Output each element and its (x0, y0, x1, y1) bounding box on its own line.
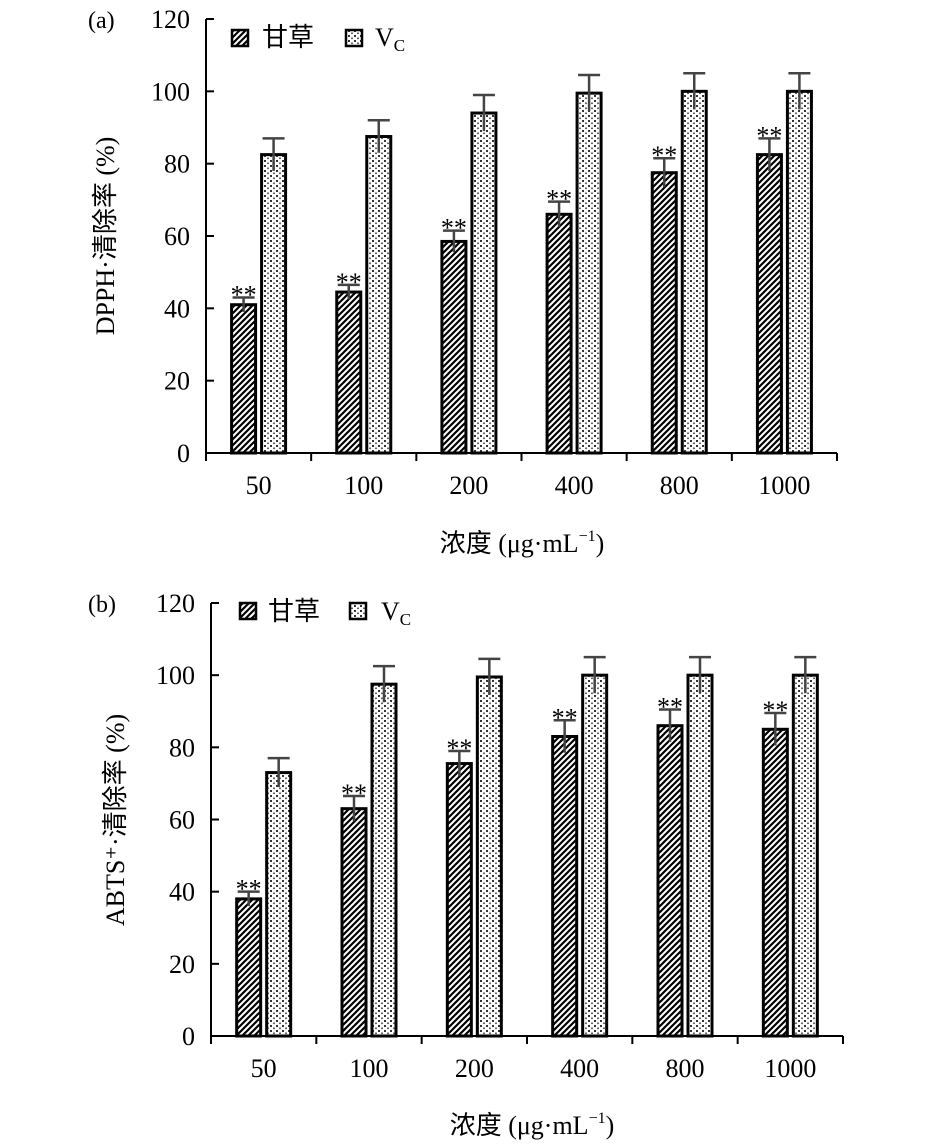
x-tick-label-200: 200 (449, 471, 488, 500)
significance-mark-1000: ** (756, 121, 782, 150)
x-tick-label-200: 200 (455, 1054, 494, 1083)
significance-mark-50: ** (236, 875, 262, 904)
x-axis-title-superscript: −1 (579, 528, 596, 545)
x-tick-label-100: 100 (344, 471, 383, 500)
x-axis-title: 浓度 (μg·mL−1) (440, 528, 605, 558)
bar-50-series-1 (265, 771, 293, 1038)
y-tick-label-80: 80 (169, 733, 195, 762)
legend-swatch-vc (348, 601, 368, 621)
legend-label-vc-subscript: C (394, 36, 405, 55)
significance-mark-100: ** (336, 268, 362, 297)
bar-400-series-1 (581, 673, 609, 1038)
bar-100-series-0 (335, 290, 363, 455)
bar-1000-series-0 (761, 727, 789, 1038)
bar-200-series-1 (475, 675, 503, 1038)
x-tick-label-50: 50 (246, 471, 272, 500)
bar-50-series-1 (260, 153, 288, 455)
significance-mark-200: ** (441, 214, 467, 243)
bar-800-series-1 (686, 673, 714, 1038)
significance-mark-800: ** (651, 141, 677, 170)
bar-200-series-0 (440, 239, 468, 455)
y-tick-label-100: 100 (151, 77, 190, 106)
significance-mark-800: ** (657, 692, 683, 721)
bar-1000-series-0 (755, 153, 783, 455)
bar-50-series-0 (230, 303, 258, 455)
bar-100-series-0 (340, 807, 368, 1038)
y-tick-label-100: 100 (156, 661, 195, 690)
y-tick-label-0: 0 (177, 439, 190, 468)
legend-label-vc: VC (375, 23, 405, 55)
x-tick-label-400: 400 (560, 1054, 599, 1083)
x-tick-label-800: 800 (660, 471, 699, 500)
panel-label: (a) (88, 8, 115, 34)
legend-swatch-vc (344, 28, 364, 48)
y-tick-label-20: 20 (169, 950, 195, 979)
panel-label: (b) (88, 592, 116, 618)
x-tick-label-100: 100 (350, 1054, 389, 1083)
legend-swatch-licorice (230, 28, 250, 48)
legend-label-licorice: 甘草 (268, 597, 320, 626)
y-tick-label-40: 40 (164, 294, 190, 323)
x-tick-label-400: 400 (555, 471, 594, 500)
y-tick-label-60: 60 (169, 806, 195, 835)
x-tick-label-800: 800 (666, 1054, 705, 1083)
y-tick-label-120: 120 (156, 589, 195, 618)
y-tick-label-0: 0 (182, 1022, 195, 1051)
legend-label-vc: VC (381, 597, 411, 629)
bar-400-series-0 (551, 735, 579, 1038)
significance-mark-400: ** (552, 703, 578, 732)
bar-200-series-0 (445, 762, 473, 1038)
bar-800-series-0 (650, 171, 678, 455)
significance-mark-400: ** (546, 185, 572, 214)
legend: 甘草 VC (238, 597, 411, 629)
significance-mark-100: ** (341, 779, 367, 808)
legend: 甘草 VC (230, 23, 405, 55)
bar-800-series-0 (656, 724, 684, 1038)
bar-200-series-1 (470, 111, 498, 455)
significance-mark-1000: ** (762, 696, 788, 725)
x-axis-title-superscript: −1 (589, 1110, 606, 1127)
y-tick-label-40: 40 (169, 878, 195, 907)
y-tick-label-20: 20 (164, 367, 190, 396)
y-tick-label-60: 60 (164, 222, 190, 251)
y-tick-label-120: 120 (151, 5, 190, 34)
bar-100-series-1 (365, 135, 393, 455)
bar-800-series-1 (680, 89, 708, 455)
chart-panel-a: (a) DPPH·清除率 (%) 甘草 VC 浓度 (μg·mL−1) ** **… (88, 5, 838, 558)
chart-panel-b: (b) ABTS⁺·清除率 (%) 甘草 VC 浓度 (μg·mL−1) ** *… (88, 589, 844, 1140)
legend-swatch-licorice (238, 601, 258, 621)
bar-50-series-0 (235, 897, 263, 1038)
y-tick-label-80: 80 (164, 150, 190, 179)
x-tick-label-50: 50 (251, 1054, 277, 1083)
legend-label-licorice: 甘草 (262, 23, 314, 52)
significance-mark-50: ** (231, 280, 257, 309)
bar-400-series-1 (575, 91, 603, 455)
y-axis-title: DPPH·清除率 (%) (91, 137, 120, 336)
bar-400-series-0 (545, 212, 573, 455)
legend-label-vc-subscript: C (400, 610, 411, 629)
bar-1000-series-1 (791, 673, 819, 1038)
significance-mark-200: ** (446, 734, 472, 763)
y-axis-title: ABTS⁺·清除率 (%) (101, 714, 130, 926)
x-tick-label-1000: 1000 (764, 1054, 816, 1083)
bar-100-series-1 (370, 682, 398, 1038)
bar-1000-series-1 (785, 89, 813, 455)
x-axis-title: 浓度 (μg·mL−1) (450, 1110, 615, 1140)
x-tick-label-1000: 1000 (758, 471, 810, 500)
